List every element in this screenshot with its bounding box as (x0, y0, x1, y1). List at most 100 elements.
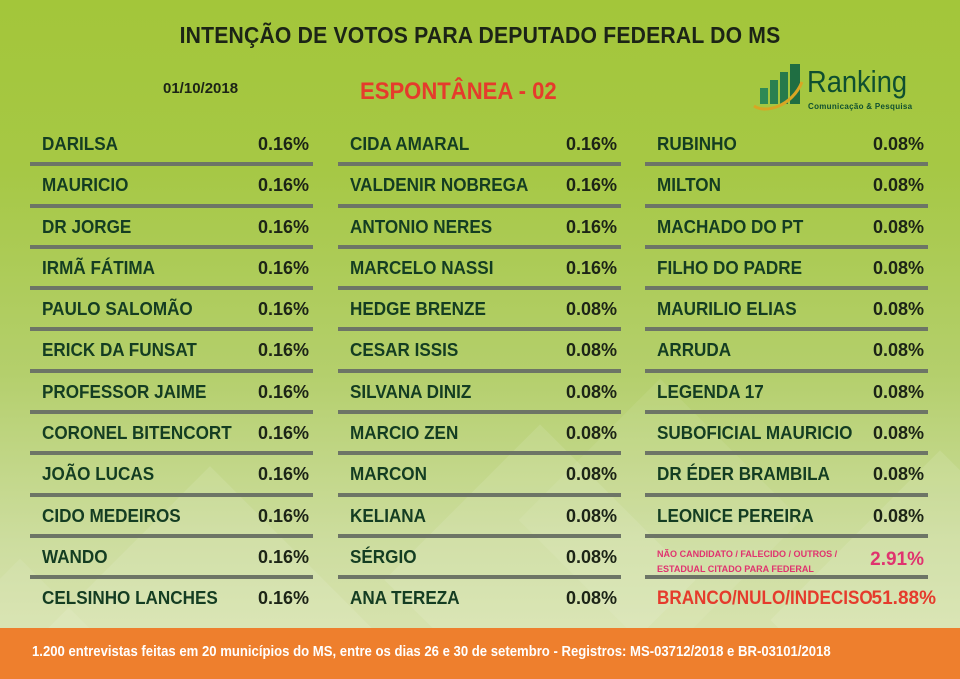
candidate-percent: 0.16% (257, 134, 309, 154)
ranking-logo: Ranking Comunicação & Pesquisa (752, 62, 932, 112)
candidate-name: DARILSA (42, 134, 118, 154)
candidate-name: RUBINHO (657, 134, 737, 154)
candidate-name: ERICK DA FUNSAT (42, 340, 197, 361)
candidate-percent: 0.16% (257, 464, 309, 485)
candidate-percent: 0.08% (872, 464, 924, 485)
candidate-name: IRMÃ FÁTIMA (42, 257, 156, 278)
candidate-percent: 0.16% (257, 423, 309, 444)
candidate-name: SILVANA DINIZ (350, 381, 472, 402)
candidate-percent: 0.08% (565, 588, 617, 609)
candidate-name: VALDENIR NOBREGA (350, 175, 529, 196)
candidate-name: CESAR ISSIS (350, 340, 459, 361)
table-row: MAURICIO 0.16% (30, 166, 313, 208)
candidate-percent: 0.08% (872, 340, 924, 361)
candidate-percent: 0.08% (565, 505, 617, 526)
candidate-name: DR JORGE (42, 216, 132, 237)
candidate-name: ANTONIO NERES (350, 216, 493, 237)
candidate-percent: 0.08% (565, 299, 617, 320)
table-row: CORONEL BITENCORT 0.16% (30, 414, 313, 456)
candidate-percent: 0.08% (872, 381, 924, 402)
table-row: SUBOFICIAL MAURICIO 0.08% (645, 414, 928, 456)
candidate-percent: 0.08% (872, 134, 924, 154)
candidate-name: SUBOFICIAL MAURICIO (657, 423, 853, 444)
table-row: IRMÃ FÁTIMA 0.16% (30, 249, 313, 291)
results-column-2: CIDA AMARAL 0.16% VALDENIR NOBREGA 0.16% A… (338, 125, 621, 621)
table-row: CIDO MEDEIROS 0.16% (30, 497, 313, 538)
candidate-percent: 0.08% (565, 546, 617, 567)
table-row: MARCON 0.08% (338, 455, 621, 497)
candidate-name: CELSINHO LANCHES (42, 588, 218, 609)
candidate-name: DR ÉDER BRAMBILA (657, 464, 830, 485)
table-row: ERICK DA FUNSAT 0.16% (30, 331, 313, 373)
table-row: DR ÉDER BRAMBILA 0.08% (645, 455, 928, 497)
table-row: DR JORGE 0.16% (30, 208, 313, 249)
page-title: INTENÇÃO DE VOTOS PARA DEPUTADO FEDERAL … (179, 22, 781, 48)
candidate-percent: 0.16% (257, 216, 309, 237)
table-row: CELSINHO LANCHES 0.16% (30, 579, 313, 620)
candidate-percent: 0.08% (872, 423, 924, 444)
candidate-percent: 0.08% (872, 299, 924, 320)
blank-null-undecided-label: BRANCO/NULO/INDECISO (657, 588, 873, 610)
table-row-blank-null-undecided: BRANCO/NULO/INDECISO 51.88% (645, 579, 936, 620)
other-responses-label: NÃO CANDIDATO / FALECIDO / OUTROS / ESTA… (657, 548, 838, 575)
table-row: SÉRGIO 0.08% (338, 538, 621, 580)
candidate-percent: 0.08% (872, 505, 924, 526)
candidate-percent: 0.16% (257, 299, 309, 320)
candidate-name: MARCIO ZEN (350, 423, 459, 444)
candidate-percent: 0.08% (565, 340, 617, 361)
other-responses-percent: 2.91% (870, 548, 924, 570)
candidate-name: MACHADO DO PT (657, 216, 804, 237)
candidate-name: MILTON (657, 175, 721, 196)
candidate-name: KELIANA (350, 505, 426, 526)
survey-date: 01/10/2018 (163, 80, 239, 97)
candidate-name: SÉRGIO (350, 546, 417, 567)
candidate-percent: 0.16% (257, 588, 309, 609)
candidate-percent: 0.16% (257, 175, 309, 196)
table-row: FILHO DO PADRE 0.08% (645, 249, 928, 291)
table-row: MAURILIO ELIAS 0.08% (645, 290, 928, 332)
table-row: KELIANA 0.08% (338, 497, 621, 538)
candidate-percent: 0.16% (565, 216, 617, 237)
candidate-name: LEGENDA 17 (657, 381, 764, 402)
methodology-footer: 1.200 entrevistas feitas em 20 município… (0, 628, 960, 679)
candidate-percent: 0.16% (257, 257, 309, 278)
candidate-name: PROFESSOR JAIME (42, 381, 207, 402)
candidate-percent: 0.16% (257, 546, 309, 567)
table-row: VALDENIR NOBREGA 0.16% (338, 166, 621, 208)
candidate-name: CIDA AMARAL (350, 134, 470, 154)
candidate-percent: 0.16% (565, 175, 617, 196)
table-row: ANTONIO NERES 0.16% (338, 208, 621, 249)
table-row: MARCIO ZEN 0.08% (338, 414, 621, 456)
table-row: CIDA AMARAL 0.16% (338, 125, 621, 167)
candidate-percent: 0.16% (257, 340, 309, 361)
table-row: MILTON 0.08% (645, 166, 928, 208)
table-row: SILVANA DINIZ 0.08% (338, 373, 621, 415)
table-row: HEDGE BRENZE 0.08% (338, 290, 621, 332)
candidate-name: LEONICE PEREIRA (657, 505, 814, 526)
candidate-percent: 0.16% (565, 257, 617, 278)
candidate-percent: 0.08% (565, 423, 617, 444)
candidate-name: FILHO DO PADRE (657, 257, 803, 278)
candidate-percent: 0.08% (872, 175, 924, 196)
candidate-name: JOÃO LUCAS (42, 464, 155, 485)
candidate-name: ANA TEREZA (350, 588, 460, 609)
table-row: ANA TEREZA 0.08% (338, 579, 621, 620)
table-row: PAULO SALOMÃO 0.16% (30, 290, 313, 332)
table-row: LEONICE PEREIRA 0.08% (645, 497, 928, 538)
table-row-other-responses: NÃO CANDIDATO / FALECIDO / OUTROS / ESTA… (645, 538, 928, 580)
candidate-percent: 0.08% (565, 464, 617, 485)
results-column-1: DARILSA 0.16% MAURICIO 0.16% DR JORGE 0.16%… (30, 125, 313, 621)
candidate-name: HEDGE BRENZE (350, 299, 486, 320)
results-column-3: RUBINHO 0.08% MILTON 0.08% MACHADO DO PT 0.… (645, 125, 936, 621)
table-row: DARILSA 0.16% (30, 125, 313, 167)
candidate-name: MARCELO NASSI (350, 257, 494, 278)
candidate-name: MARCON (350, 464, 427, 485)
table-row: CESAR ISSIS 0.08% (338, 331, 621, 373)
candidate-name: CIDO MEDEIROS (42, 505, 181, 526)
candidate-name: MAURILIO ELIAS (657, 299, 797, 320)
table-row: ARRUDA 0.08% (645, 331, 928, 373)
table-row: RUBINHO 0.08% (645, 125, 928, 167)
blank-null-undecided-percent: 51.88% (871, 588, 936, 610)
table-row: JOÃO LUCAS 0.16% (30, 455, 313, 497)
methodology-note: 1.200 entrevistas feitas em 20 município… (32, 644, 831, 660)
